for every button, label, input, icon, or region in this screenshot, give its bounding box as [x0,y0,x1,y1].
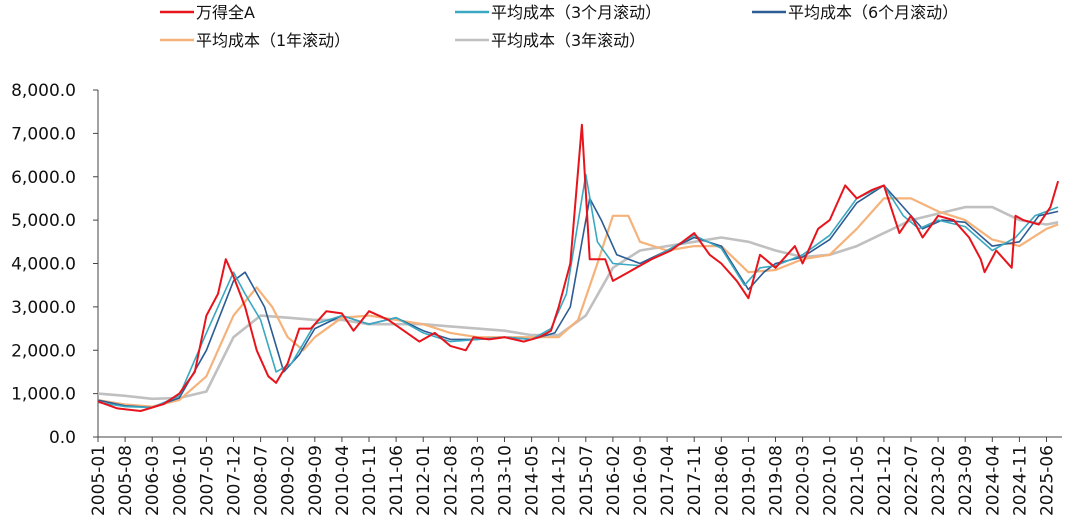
x-tick-label: 2023-02 [929,445,949,516]
x-tick-label: 2016-09 [631,445,651,516]
y-tick-label: 3,000.0 [11,298,76,318]
legend-label: 万得全A [196,3,255,22]
x-tick-label: 2005-01 [89,445,109,516]
x-tick-label: 2012-01 [414,445,434,516]
x-tick-label: 2012-08 [441,445,461,516]
x-tick-label: 2021-12 [875,445,895,516]
x-tick-label: 2025-06 [1038,445,1058,516]
legend-label: 平均成本（6个月滚动） [788,3,958,22]
x-tick-label: 2014-12 [550,445,570,516]
x-tick-label: 2018-06 [712,445,732,516]
y-tick-label: 8,000.0 [11,81,76,101]
x-tick-label: 2023-09 [956,445,976,516]
y-tick-label: 4,000.0 [11,255,76,275]
x-tick-label: 2024-04 [983,445,1003,516]
x-tick-label: 2016-02 [604,445,624,516]
y-tick-label: 6,000.0 [11,168,76,188]
y-tick-label: 7,000.0 [11,124,76,144]
series-line-3 [97,197,1059,408]
y-axis: 0.0 1,000.0 2,000.0 3,000.0 4,000.0 5,000.0 6,… [11,81,99,448]
legend-label: 平均成本（3个月滚动） [491,3,661,22]
x-tick-label: 2021-05 [848,445,868,516]
x-tick-label: 2005-08 [116,445,136,516]
x-tick-label: 2011-06 [387,445,407,516]
x-tick-label: 2006-03 [143,445,163,516]
x-tick-label: 2014-05 [523,445,543,516]
x-tick-label: 2010-04 [333,445,353,516]
x-tick-label: 2019-01 [739,445,759,516]
x-tick-label: 2007-05 [197,445,217,516]
x-tick-label: 2006-10 [170,445,190,516]
x-tick-label: 2007-12 [225,445,245,516]
y-tick-label: 2,000.0 [11,341,76,361]
x-tick-label: 2019-08 [767,445,787,516]
x-tick-label: 2020-03 [794,445,814,516]
y-tick-label: 0.0 [49,428,76,448]
x-tick-label: 2010-11 [360,445,380,516]
x-tick-label: 2022-07 [902,445,922,516]
legend-label: 平均成本（3年滚动） [491,31,645,50]
legend: 万得全A 平均成本（3个月滚动） 平均成本（6个月滚动） 平均成本（1年滚动） 平均成本… [160,3,958,50]
x-tick-label: 2013-03 [468,445,488,516]
x-tick-label: 2009-02 [279,445,299,516]
series-line-0 [97,123,1060,412]
series-line-1 [97,173,1059,409]
x-tick-label: 2013-10 [496,445,516,516]
y-tick-label: 5,000.0 [11,211,76,231]
x-tick-label: 2020-10 [821,445,841,516]
x-tick-label: 2017-11 [685,445,705,516]
x-tick-label: 2009-09 [306,445,326,516]
y-tick-label: 1,000.0 [11,385,76,405]
x-tick-label: 2017-04 [658,445,678,516]
legend-label: 平均成本（1年滚动） [196,31,350,50]
x-tick-label: 2024-11 [1010,445,1030,516]
plot-area [97,123,1060,412]
x-tick-label: 2008-07 [252,445,272,516]
x-tick-label: 2015-07 [577,445,597,516]
x-axis: 2005-01 2005-08 2006-03 2006-10 2007-05 2007-… [89,436,1062,516]
series-line-4 [97,205,1059,401]
